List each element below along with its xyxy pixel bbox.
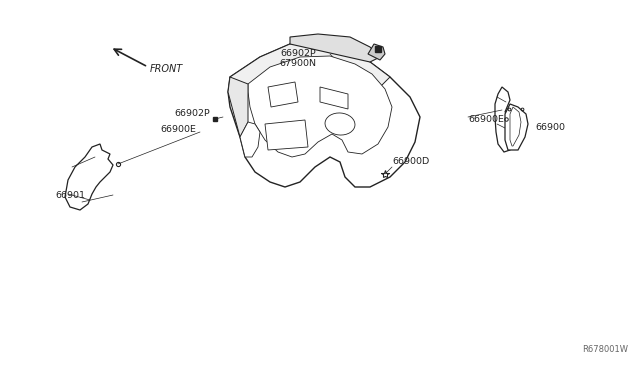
Text: 66900E: 66900E	[468, 115, 504, 125]
Polygon shape	[228, 77, 248, 137]
Polygon shape	[320, 87, 348, 109]
Polygon shape	[240, 122, 260, 157]
Text: 66900E: 66900E	[160, 125, 196, 135]
Text: 66900D: 66900D	[392, 157, 429, 167]
Polygon shape	[368, 44, 385, 60]
Text: 67900N: 67900N	[279, 60, 316, 68]
Polygon shape	[228, 42, 420, 187]
Text: 66900: 66900	[535, 122, 565, 131]
Polygon shape	[265, 120, 308, 150]
Text: R678001W: R678001W	[582, 345, 628, 354]
Polygon shape	[268, 82, 298, 107]
Text: 66902P: 66902P	[280, 49, 316, 58]
Text: FRONT: FRONT	[150, 64, 183, 74]
Polygon shape	[510, 107, 521, 146]
Text: 66902P: 66902P	[174, 109, 210, 119]
Polygon shape	[65, 144, 113, 210]
Polygon shape	[505, 104, 528, 150]
Polygon shape	[290, 34, 380, 62]
Polygon shape	[230, 42, 390, 92]
Text: 66901: 66901	[55, 190, 85, 199]
Polygon shape	[248, 56, 392, 157]
Polygon shape	[495, 87, 512, 152]
